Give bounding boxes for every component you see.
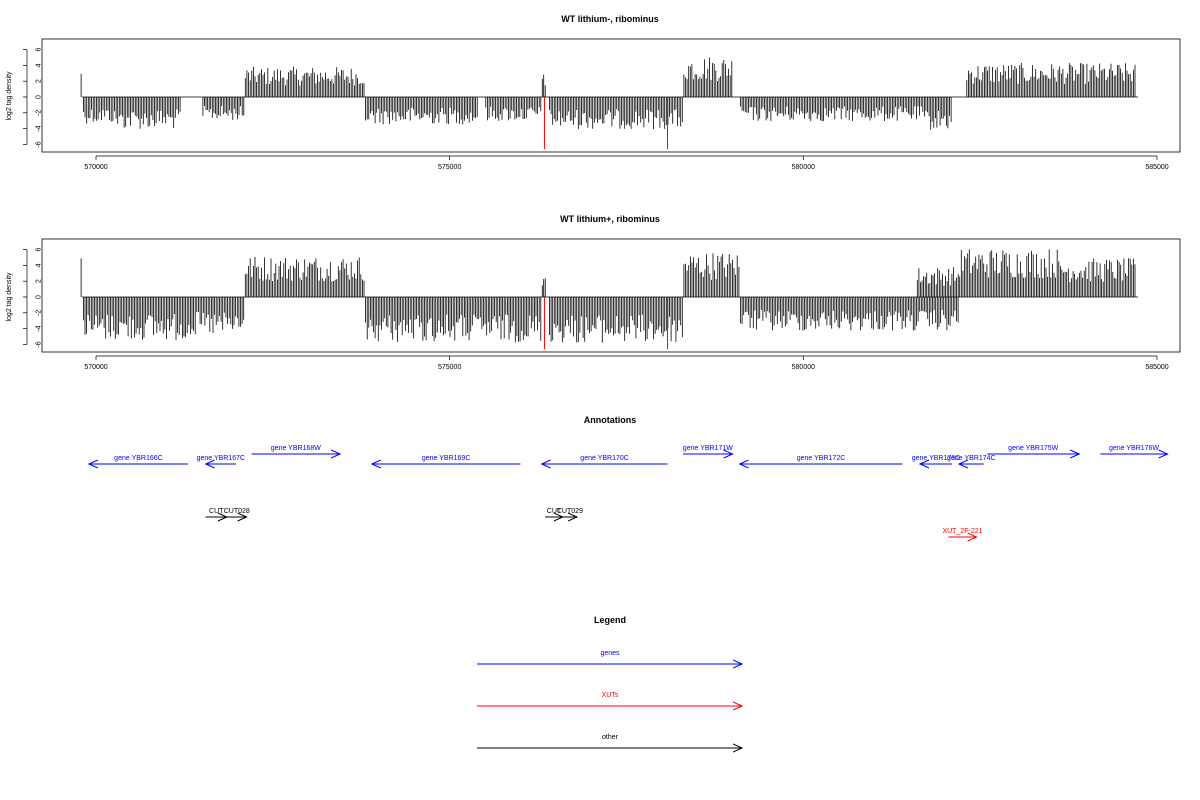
annotation-features: gene YBR166C gene YBR167C gene YBR168W gene…	[89, 445, 1168, 537]
y-tick-label: -6	[36, 141, 43, 147]
annotation-label: gene YBR175W	[1008, 445, 1058, 452]
annotation-label: gene YBR167C	[197, 455, 246, 462]
x-tick-label: 570000	[84, 364, 107, 371]
x-axis: 570000 575000 580000 585000	[84, 155, 1169, 171]
y-tick-label: -2	[36, 110, 43, 116]
y-tick-label: 2	[36, 279, 43, 283]
panel-title: WT lithium-, ribominus	[561, 14, 659, 24]
annotation-label: gene YBR170C	[580, 455, 629, 462]
y-tick-label: -4	[36, 325, 43, 331]
y-tick-label: -6	[36, 341, 43, 347]
y-axis-label: log2 tag density	[6, 71, 13, 121]
x-tick-label: 580000	[792, 164, 815, 171]
y-tick-label: 4	[36, 263, 43, 267]
legend-title: Legend	[594, 615, 626, 625]
y-tick-label: 0	[36, 95, 43, 99]
annotation-label: gene YBR166C	[114, 455, 163, 462]
annotation-label: CUT	[209, 508, 224, 515]
y-axis: 6 4 2 0 -2 -4 -6	[23, 248, 43, 348]
legend-items: genes XUTs other	[477, 650, 742, 748]
x-tick-label: 585000	[1145, 164, 1168, 171]
annotation-label: CUT	[547, 508, 562, 515]
y-axis: 6 4 2 0 -2 -4 -6	[23, 48, 43, 148]
plot-frame	[41, 38, 1181, 153]
y-axis-label: log2 tag density	[6, 272, 13, 322]
y-tick-label: 0	[36, 295, 43, 299]
highlight-lines	[543, 297, 669, 350]
y-tick-label: 4	[36, 63, 43, 67]
density-bars	[80, 249, 1136, 343]
y-tick-label: -2	[36, 310, 43, 316]
annotation-label: gene YBR174C	[947, 455, 996, 462]
annotation-label: XUT_2F-221	[942, 528, 982, 535]
x-tick-label: 575000	[438, 364, 461, 371]
y-tick-label: 6	[36, 48, 43, 52]
x-tick-label: 585000	[1145, 364, 1168, 371]
annotation-label: gene YBR176W	[1109, 445, 1159, 452]
density-panel-lithium-plus: WT lithium+, ribominus log2 tag density …	[6, 214, 1181, 371]
legend-label: XUTs	[602, 692, 619, 699]
annotation-label: gene YBR169C	[422, 455, 471, 462]
x-tick-label: 580000	[792, 364, 815, 371]
annotations-panel: Annotations gene YBR166C gene YBR167Cgene…	[89, 415, 1168, 537]
annotation-label: gene YBR171W	[683, 445, 733, 452]
annotations-title: Annotations	[584, 415, 637, 425]
x-tick-label: 575000	[438, 164, 461, 171]
annotation-label: CUT028	[224, 508, 250, 515]
annotation-label: CUT029	[557, 508, 583, 515]
density-panel-lithium-minus: WT lithium-, ribominus log2 tag density …	[6, 14, 1181, 171]
x-tick-label: 570000	[84, 164, 107, 171]
x-axis: 570000 575000 580000 585000	[84, 355, 1169, 371]
annotation-label: gene YBR172C	[797, 455, 846, 462]
annotation-label: gene YBR173C	[912, 455, 961, 462]
annotation-label: gene YBR168W	[271, 445, 321, 452]
panel-title: WT lithium+, ribominus	[560, 214, 660, 224]
legend: Legend genes XUTs other	[477, 615, 742, 748]
highlight-lines	[543, 97, 669, 150]
density-bars	[80, 57, 1136, 130]
plot-frame	[41, 238, 1181, 353]
y-tick-label: -4	[36, 125, 43, 131]
y-tick-label: 6	[36, 248, 43, 252]
y-tick-label: 2	[36, 79, 43, 83]
legend-label: other	[602, 734, 619, 741]
legend-label: genes	[600, 650, 620, 657]
